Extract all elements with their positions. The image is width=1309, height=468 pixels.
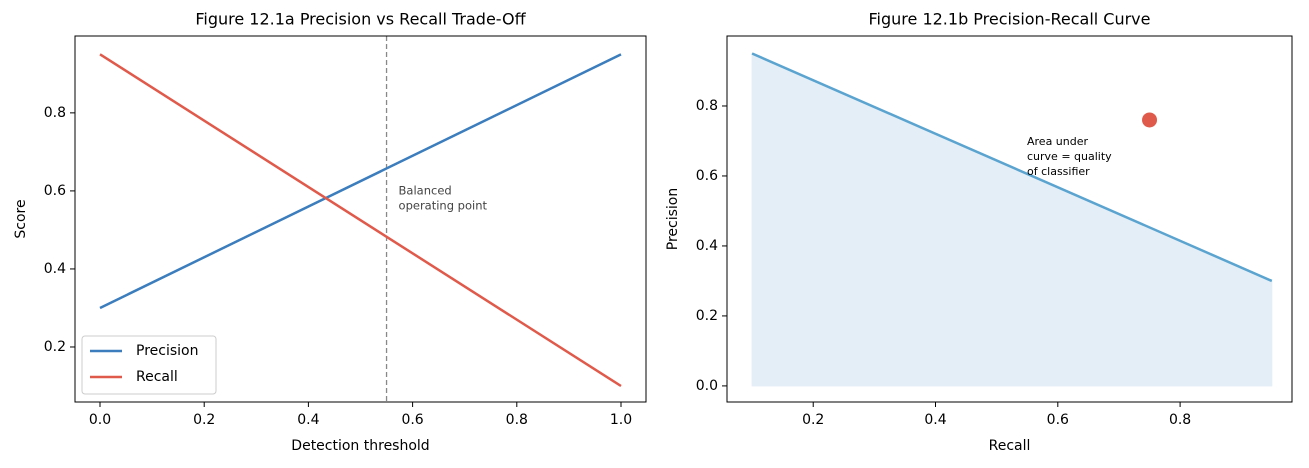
chart-title: Figure 12.1a Precision vs Recall Trade-O… xyxy=(195,10,526,29)
x-tick-label: 0.8 xyxy=(1169,412,1191,428)
y-tick-label: 0.0 xyxy=(696,378,718,394)
y-tick-label: 0.6 xyxy=(44,183,66,199)
chart-title: Figure 12.1b Precision-Recall Curve xyxy=(869,10,1151,29)
x-tick-label: 1.0 xyxy=(610,412,632,428)
x-tick-label: 0.4 xyxy=(297,412,319,428)
annotation: Area under xyxy=(1027,135,1089,148)
y-tick-label: 0.4 xyxy=(696,238,718,254)
x-tick-label: 0.2 xyxy=(802,412,824,428)
x-axis-label: Recall xyxy=(989,438,1031,454)
y-tick-label: 0.2 xyxy=(44,339,66,355)
x-tick-label: 0.6 xyxy=(401,412,423,428)
pr-curve xyxy=(751,52,1273,283)
y-tick-label: 0.4 xyxy=(44,261,66,277)
y-tick-label: 0.6 xyxy=(696,168,718,184)
y-axis-label: Precision xyxy=(665,188,681,250)
x-tick-label: 0.0 xyxy=(89,412,111,428)
line-series xyxy=(99,53,622,388)
line-series xyxy=(99,53,622,310)
area-fill xyxy=(751,52,1273,387)
annotation: of classifier xyxy=(1027,165,1090,178)
y-tick-label: 0.8 xyxy=(44,105,66,121)
annotation: operating point xyxy=(399,199,488,213)
plot-frame xyxy=(74,35,647,403)
legend-label: Precision xyxy=(136,343,198,359)
marker-point xyxy=(1142,112,1158,128)
y-tick-label: 0.2 xyxy=(696,308,718,324)
plot-frame xyxy=(726,35,1293,403)
x-tick-label: 0.6 xyxy=(1047,412,1069,428)
y-axis-label: Score xyxy=(13,199,29,238)
x-tick-label: 0.2 xyxy=(193,412,215,428)
annotation: curve = quality xyxy=(1027,150,1112,163)
x-axis-label: Detection threshold xyxy=(291,438,429,454)
annotation: Balanced xyxy=(399,184,452,198)
x-tick-label: 0.4 xyxy=(924,412,946,428)
legend-label: Recall xyxy=(136,369,178,385)
x-tick-label: 0.8 xyxy=(506,412,528,428)
y-tick-label: 0.8 xyxy=(696,98,718,114)
